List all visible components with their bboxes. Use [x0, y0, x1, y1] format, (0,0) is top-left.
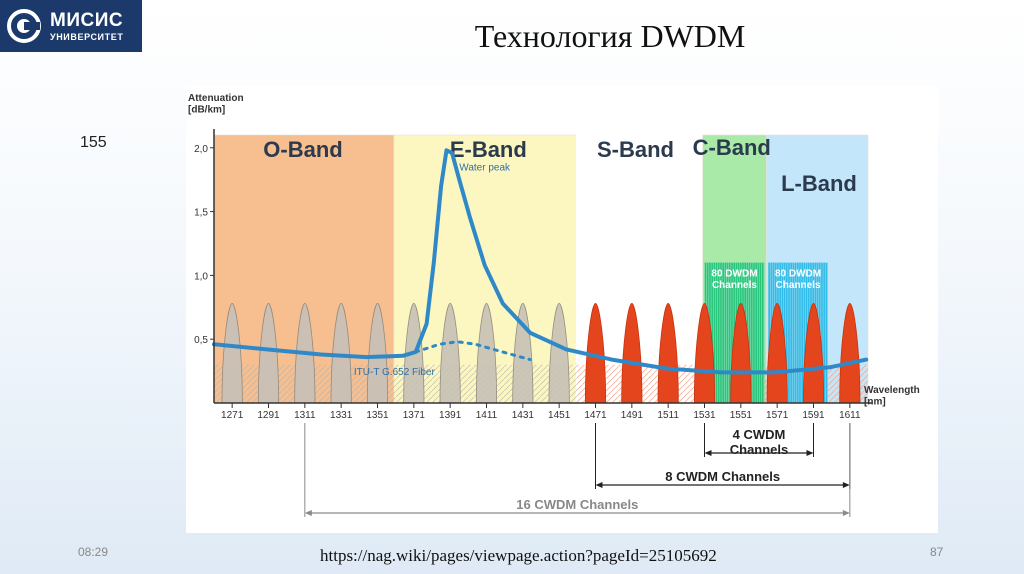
span-label-2: 16 CWDM Channels: [516, 497, 638, 512]
slide-number: 155: [80, 134, 107, 151]
y-axis-label: Attenuation [dB/km]: [188, 93, 244, 116]
x-tick-label-1271: 1271: [221, 410, 244, 421]
cwdm-peak-1611: [839, 303, 861, 404]
span-arrow-right-1: [842, 482, 850, 488]
cwdm-peak-1411: [475, 303, 498, 404]
band-label-1: E-Band: [450, 137, 527, 162]
footer-page-number: 87: [930, 545, 944, 559]
span-label-1: 8 CWDM Channels: [665, 469, 780, 484]
slide-title: Технология DWDM: [474, 18, 746, 54]
y-tick-label-1: 1,0: [194, 271, 208, 282]
x-tick-label-1291: 1291: [257, 410, 280, 421]
x-tick-label-1511: 1511: [657, 410, 679, 421]
dwdm-chart: 80 DWDM Channels 80 DWDM Channels O-Band E-Ba…: [186, 85, 938, 533]
dwdm-label-1: 80 DWDM Channels: [775, 269, 821, 292]
x-tick-label-1451: 1451: [548, 410, 571, 421]
cwdm-peak-1391: [439, 303, 461, 404]
span-arrow-left-0: [704, 450, 712, 456]
y-tick-label-2: 1,5: [194, 208, 208, 219]
x-tick-label-1371: 1371: [403, 410, 426, 421]
source-link[interactable]: https://nag.wiki/pages/viewpage.action?p…: [320, 546, 717, 565]
span-arrow-right-0: [806, 450, 814, 456]
span-arrow-left-1: [595, 482, 603, 488]
attenuation-chart-svg: 80 DWDM Channels 80 DWDM Channels O-Band E-Ba…: [188, 93, 920, 517]
cwdm-peak-1291: [257, 303, 280, 404]
attenuation-curve-1: [414, 340, 532, 362]
cwdm-peak-1591: [802, 303, 825, 404]
x-tick-label-1351: 1351: [366, 410, 389, 421]
y-tick-label-3: 2,0: [194, 144, 208, 155]
span-label-0: 4 CWDM Channels: [730, 427, 789, 457]
misis-logo-icon: [7, 9, 41, 43]
x-tick-label-1491: 1491: [621, 410, 644, 421]
cwdm-peak-1531: [693, 303, 716, 404]
cwdm-peak-1331: [330, 303, 352, 404]
y-tick-label-0: 0,5: [194, 335, 208, 346]
dwdm-label-0: 80 DWDM Channels: [711, 269, 757, 292]
x-tick-label-1471: 1471: [584, 410, 607, 421]
x-tick-label-1551: 1551: [730, 410, 753, 421]
span-arrow-left-2: [304, 510, 312, 516]
band-label-0: O-Band: [263, 137, 342, 162]
cwdm-peak-1511: [657, 303, 679, 404]
x-tick-label-1311: 1311: [294, 410, 316, 421]
logo-line2: УНИВЕРСИТЕТ: [50, 31, 124, 42]
band-label-4: L-Band: [781, 171, 857, 196]
cwdm-peak-1571: [766, 303, 788, 404]
university-logo: МИСИС УНИВЕРСИТЕТ: [0, 0, 142, 52]
cwdm-peak-1351: [366, 303, 389, 404]
x-tick-label-1391: 1391: [439, 410, 462, 421]
annotation-1: ITU-T G.652 Fiber: [354, 367, 436, 378]
x-tick-label-1611: 1611: [839, 410, 861, 421]
span-arrow-right-2: [842, 510, 850, 516]
x-tick-label-1571: 1571: [766, 410, 789, 421]
cwdm-peak-1271: [221, 303, 243, 404]
x-tick-label-1331: 1331: [330, 410, 353, 421]
cwdm-peak-1451: [548, 303, 570, 404]
x-tick-label-1411: 1411: [476, 410, 498, 421]
band-label-3: C-Band: [693, 135, 771, 160]
footer-time: 08:29: [78, 545, 109, 559]
attenuation-curve-0: [212, 148, 869, 375]
cwdm-peak-1551: [730, 303, 752, 404]
x-tick-label-1591: 1591: [802, 410, 825, 421]
x-tick-label-1431: 1431: [512, 410, 535, 421]
x-tick-label-1531: 1531: [693, 410, 716, 421]
band-label-2: S-Band: [597, 137, 674, 162]
x-axis-label: Wavelength [nm]: [864, 385, 920, 408]
logo-line1: МИСИС: [50, 9, 124, 31]
annotation-0: Water peak: [459, 163, 511, 174]
